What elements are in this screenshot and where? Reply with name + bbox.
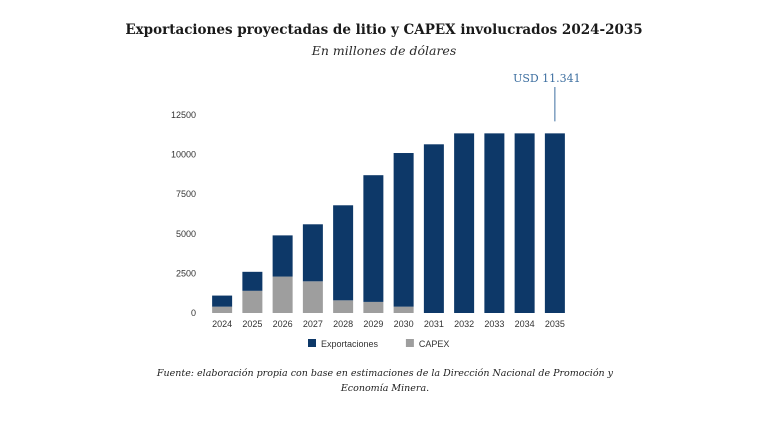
bar-exportaciones-2034 [514,133,535,313]
bar-exportaciones-2031 [423,144,444,313]
chart-subtitle: En millones de dólares [311,43,457,58]
y-tick-label: 0 [191,308,196,318]
bar-exportaciones-2030 [393,153,414,307]
x-tick-label: 2030 [394,319,414,329]
bar-exportaciones-2024 [212,295,233,307]
x-tick-label: 2027 [303,319,323,329]
bar-capex-2026 [272,276,293,313]
y-tick-label: 10000 [171,150,196,160]
legend-label-capex: CAPEX [419,339,450,349]
bar-exportaciones-2025 [242,271,263,291]
chart-title: Exportaciones proyectadas de litio y CAP… [125,22,643,38]
x-tick-label: 2026 [273,319,293,329]
x-tick-label: 2029 [363,319,383,329]
annotation-label: USD 11.341 [513,72,581,85]
x-tick-label: 2028 [333,319,353,329]
y-tick-label: 2500 [176,268,196,278]
bar-exportaciones-2032 [454,133,475,313]
bar-capex-2030 [393,306,414,313]
x-tick-label: 2031 [424,319,444,329]
y-tick-label: 12500 [171,110,196,120]
bar-exportaciones-2026 [272,235,293,277]
y-tick-label: 5000 [176,229,196,239]
bar-capex-2024 [212,306,233,313]
legend-swatch-capex [405,339,414,347]
x-tick-label: 2032 [454,319,474,329]
bar-capex-2027 [302,281,323,313]
bar-exportaciones-2029 [363,175,384,302]
bar-exportaciones-2033 [484,133,505,313]
legend-label-exportaciones: Exportaciones [321,339,379,349]
x-tick-label: 2033 [484,319,504,329]
x-tick-label: 2034 [515,319,535,329]
bar-capex-2029 [363,301,384,313]
legend-swatch-exportaciones [308,339,316,347]
bar-capex-2028 [333,300,354,313]
y-tick-label: 7500 [176,189,196,199]
x-tick-label: 2035 [545,319,565,329]
x-tick-label: 2024 [212,319,232,329]
source-note: Fuente: elaboración propia con base en e… [156,368,614,394]
bar-exportaciones-2035 [544,133,565,313]
bar-exportaciones-2028 [333,205,354,301]
bar-capex-2025 [242,290,263,313]
bar-exportaciones-2027 [302,224,323,282]
x-tick-label: 2025 [242,319,262,329]
